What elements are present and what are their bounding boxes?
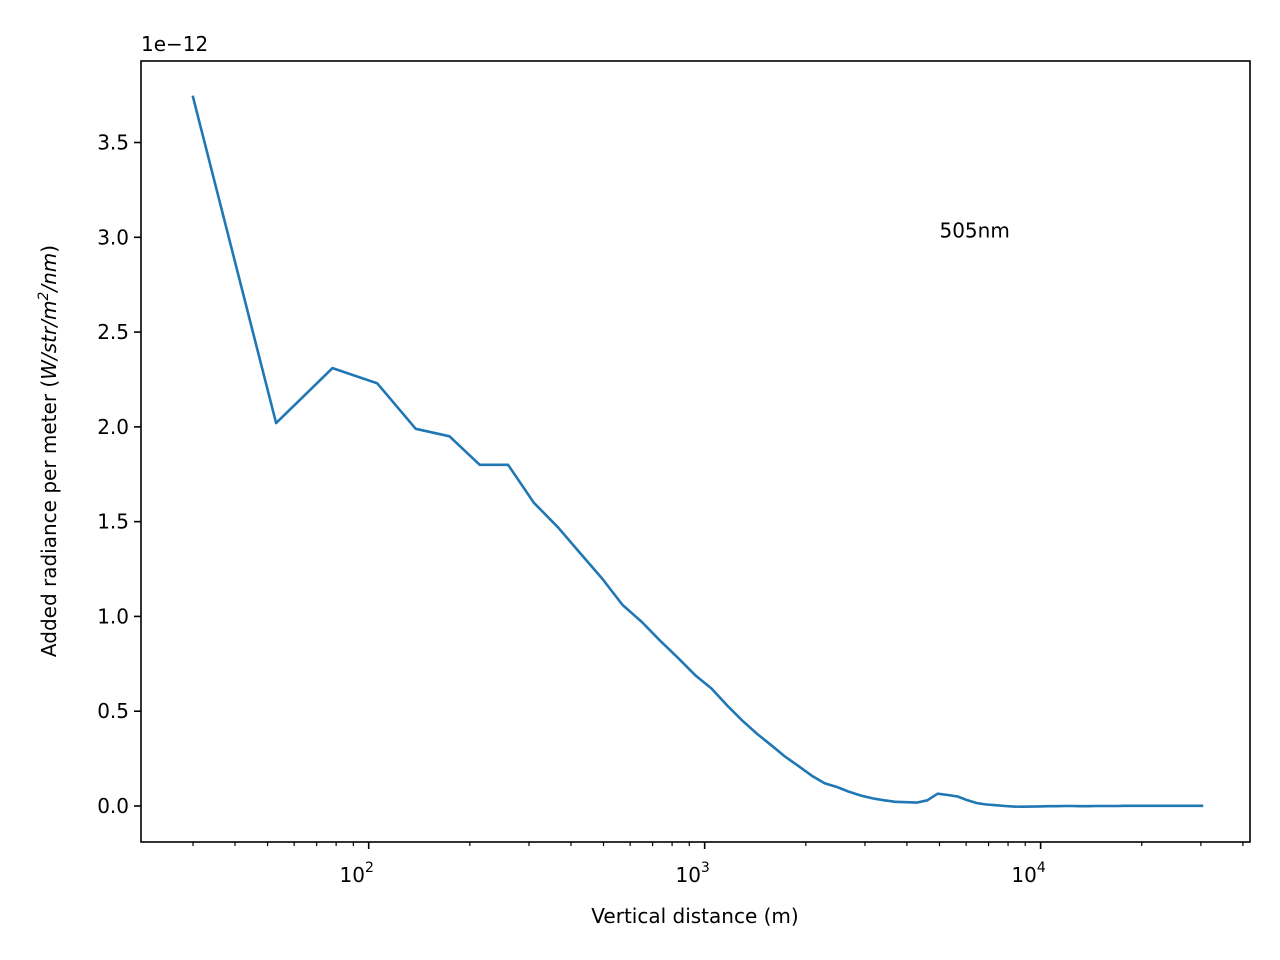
y-axis-label-units-exponent: 2 <box>36 292 52 301</box>
y-tick-label: 3.0 <box>97 225 129 249</box>
y-tick-label: 3.5 <box>97 131 129 155</box>
x-tick-label: 102 <box>340 860 374 887</box>
y-tick-label: 0.0 <box>97 794 129 818</box>
y-axis-label-units-tail: /nm <box>37 253 61 294</box>
y-tick-label: 2.5 <box>97 320 129 344</box>
y-tick-label: 0.5 <box>97 699 129 723</box>
y-axis-label: Added radiance per meter (W/str/m2/nm) <box>36 245 61 657</box>
y-axis-label-prefix: Added radiance per meter ( <box>37 380 61 657</box>
series-layer <box>191 95 1204 809</box>
y-axis: 0.0 0.5 1.0 1.5 2.0 2.5 3.0 3.5 <box>97 131 141 818</box>
y-axis-label-units: W/str/m <box>37 301 61 380</box>
x-axis: 102 103 104 <box>192 842 1244 887</box>
series-line <box>191 95 1204 809</box>
x-tick-label: 103 <box>675 860 709 887</box>
y-axis-label-suffix: ) <box>37 245 61 253</box>
y-tick-label: 2.0 <box>97 415 129 439</box>
wavelength-annotation: 505nm <box>939 218 1009 242</box>
y-tick-label: 1.0 <box>97 604 129 628</box>
y-offset-text: 1e−12 <box>141 32 208 56</box>
x-tick-label: 104 <box>1011 860 1045 887</box>
plot-area-frame <box>140 60 1251 843</box>
y-tick-label: 1.5 <box>97 510 129 534</box>
x-axis-label: Vertical distance (m) <box>591 904 798 928</box>
